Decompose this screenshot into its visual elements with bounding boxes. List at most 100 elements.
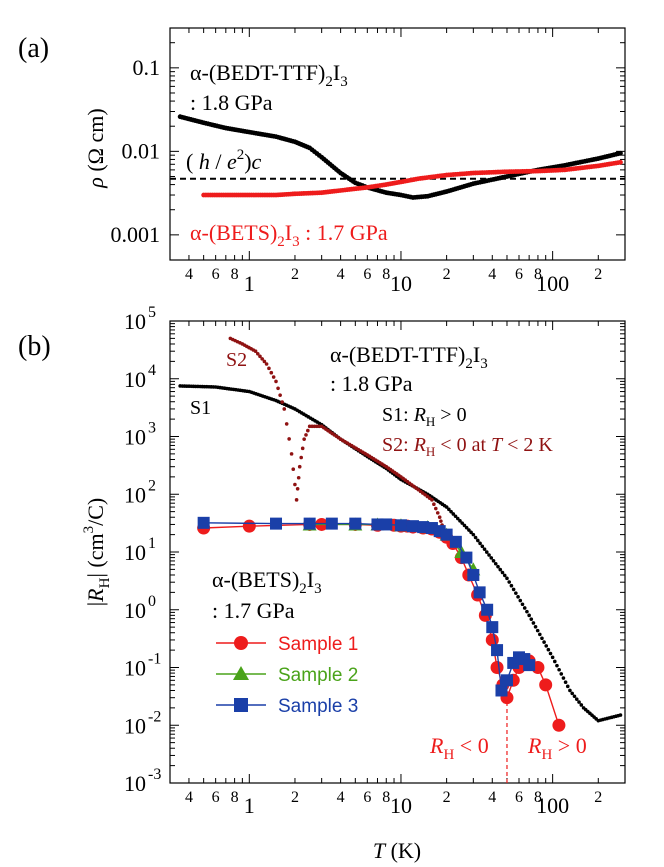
data-point <box>295 486 300 491</box>
data-point <box>502 573 507 578</box>
data-point <box>520 602 525 607</box>
data-point-circle <box>539 678 553 692</box>
data-point <box>437 515 442 520</box>
data-point <box>489 556 494 560</box>
data-point <box>552 659 557 664</box>
data-point <box>471 532 476 537</box>
data-point <box>540 636 544 641</box>
data-point <box>525 609 529 614</box>
data-point <box>260 357 264 361</box>
data-point <box>444 505 449 509</box>
data-point <box>484 550 489 554</box>
s1-description: S1: RH > 0 <box>382 404 467 429</box>
data-point-square <box>467 568 480 581</box>
label-rh-positive: RH > 0 <box>527 733 587 763</box>
data-point <box>473 535 478 540</box>
data-point <box>455 516 460 521</box>
x-tick-label: 1 <box>244 271 255 296</box>
data-point <box>514 591 518 595</box>
data-point-square <box>460 551 473 564</box>
series--bedt-ttf-2i3-1-8-gpa <box>177 114 623 200</box>
x-tick-label: 10 <box>390 793 412 818</box>
legend-marker-square <box>234 698 248 712</box>
x-minor-tick-label: 6 <box>212 789 220 806</box>
y-tick-exponent: -2 <box>148 708 161 725</box>
data-point <box>306 428 310 433</box>
x-minor-tick-label: 2 <box>594 266 602 283</box>
x-tick-label: 1 <box>244 793 255 818</box>
data-point-square <box>406 520 419 533</box>
panel-a-series <box>177 114 623 200</box>
series-sample-1 <box>197 517 566 732</box>
y-tick-label: 10 <box>124 771 146 796</box>
data-point <box>462 523 467 528</box>
data-point <box>297 464 302 469</box>
data-point <box>302 437 306 441</box>
panel-b-ylabel: |RH| (cm3/C) <box>81 498 113 606</box>
data-point <box>511 587 516 592</box>
x-minor-tick-label: 6 <box>515 789 523 806</box>
data-point <box>559 672 564 676</box>
data-point <box>469 530 473 535</box>
legend-marker-circle <box>234 636 248 650</box>
panel-b-label: (b) <box>18 331 51 362</box>
x-minor-tick-label: 8 <box>534 789 542 806</box>
data-point <box>618 159 623 165</box>
x-minor-tick-label: 2 <box>443 266 451 283</box>
data-point-square <box>440 528 453 541</box>
y-tick-label: 10 <box>124 425 146 450</box>
data-point <box>574 697 579 701</box>
data-point-square <box>481 603 494 616</box>
data-point <box>480 544 485 549</box>
data-point <box>255 351 260 356</box>
legend-marker-triangle <box>233 666 249 680</box>
data-point <box>282 407 287 411</box>
label-s2: S2 <box>226 349 247 371</box>
data-point-square <box>449 535 462 548</box>
data-point <box>447 507 451 512</box>
data-point <box>618 713 623 717</box>
data-point-square <box>197 516 210 529</box>
data-point <box>568 688 572 693</box>
data-point <box>294 498 299 502</box>
y-tick-exponent: 2 <box>148 477 156 494</box>
x-tick-label: 100 <box>536 793 569 818</box>
data-point <box>284 422 289 426</box>
data-point-square <box>473 586 486 599</box>
data-point <box>518 598 523 603</box>
data-point <box>618 150 623 156</box>
legend-label: Sample 2 <box>278 665 358 686</box>
panel-a-frame <box>169 27 626 261</box>
data-point <box>570 691 574 696</box>
data-point <box>258 354 262 359</box>
data-point <box>505 576 509 581</box>
data-point <box>498 567 503 572</box>
panel-a-pressure-top: : 1.8 GPa <box>190 90 273 115</box>
data-point-circle <box>242 519 256 533</box>
data-point <box>493 561 498 566</box>
y-tick-exponent: 5 <box>148 304 156 321</box>
data-point-square <box>486 621 499 634</box>
data-point <box>264 362 269 366</box>
data-point <box>527 613 531 618</box>
x-minor-tick-label: 8 <box>382 789 390 806</box>
data-point-square <box>495 684 508 697</box>
x-minor-tick-label: 2 <box>443 789 451 806</box>
panel-a-ylabel: ρ (Ω cm) <box>83 108 108 188</box>
data-point-square <box>270 517 283 530</box>
series-s2 <box>228 336 449 537</box>
panel-b-pressure-top: : 1.8 GPa <box>330 371 413 396</box>
data-point-square <box>349 517 362 530</box>
data-point <box>267 366 271 371</box>
y-tick-label: 10 <box>124 540 146 565</box>
data-point-circle <box>552 718 566 732</box>
x-minor-tick-label: 8 <box>231 266 239 283</box>
data-point <box>278 393 282 397</box>
data-point-square <box>325 517 338 530</box>
data-point <box>500 570 505 575</box>
x-tick-label: 10 <box>390 271 412 296</box>
x-minor-tick-label: 4 <box>488 266 496 283</box>
